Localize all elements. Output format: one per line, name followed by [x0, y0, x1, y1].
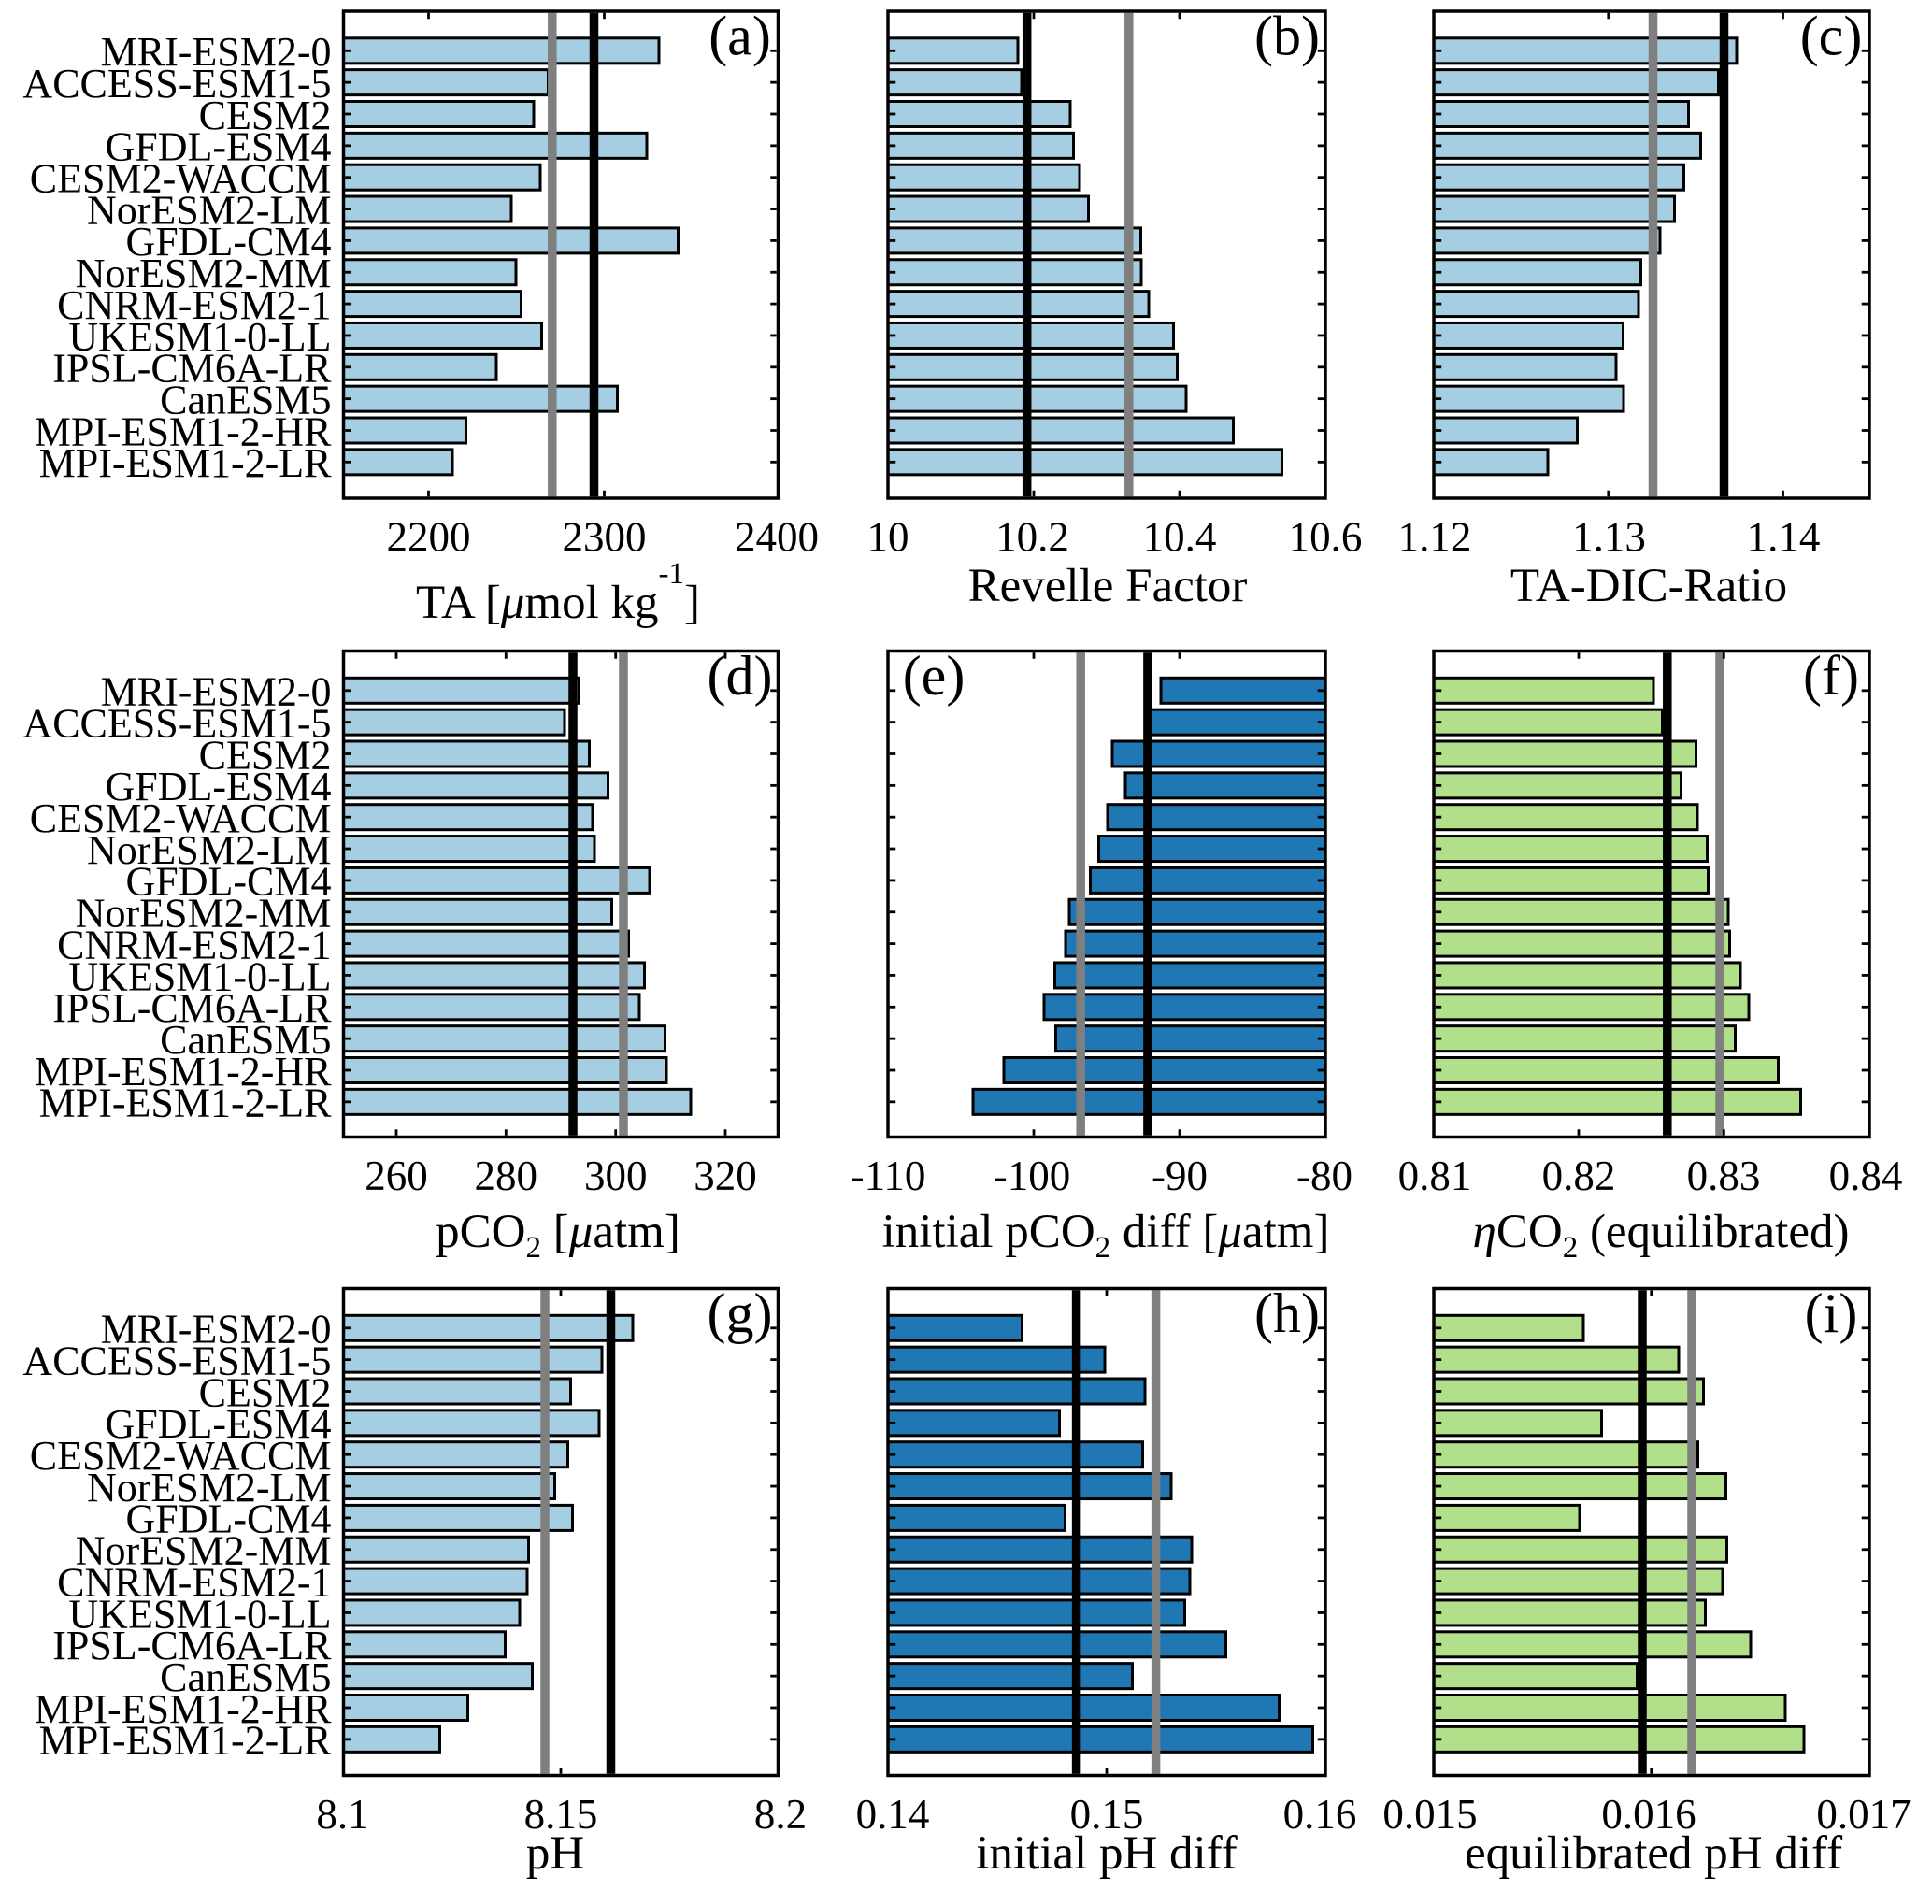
svg-text:(a): (a) — [708, 6, 771, 67]
svg-text:280: 280 — [475, 1152, 538, 1199]
svg-text:10.2: 10.2 — [995, 514, 1069, 561]
svg-text:IPSL-CM6A-LR: IPSL-CM6A-LR — [52, 346, 332, 392]
svg-text:MPI-ESM1-2-HR: MPI-ESM1-2-HR — [35, 1686, 332, 1732]
svg-text:-110: -110 — [851, 1152, 926, 1199]
svg-text:IPSL-CM6A-LR: IPSL-CM6A-LR — [52, 985, 332, 1031]
svg-text:(f): (f) — [1803, 645, 1859, 707]
svg-text:0.15: 0.15 — [1070, 1791, 1144, 1838]
svg-text:ACCESS-ESM1-5: ACCESS-ESM1-5 — [22, 61, 331, 107]
svg-text:2200: 2200 — [387, 514, 471, 561]
svg-text:GFDL-ESM4: GFDL-ESM4 — [105, 764, 331, 809]
svg-text:0.016: 0.016 — [1601, 1791, 1696, 1838]
svg-text:GFDL-ESM4: GFDL-ESM4 — [105, 124, 331, 170]
svg-text:IPSL-CM6A-LR: IPSL-CM6A-LR — [52, 1623, 332, 1668]
svg-text:ACCESS-ESM1-5: ACCESS-ESM1-5 — [22, 1338, 331, 1383]
svg-text:UKESM1-0-LL: UKESM1-0-LL — [68, 1591, 331, 1637]
svg-text:8.15: 8.15 — [524, 1791, 598, 1838]
svg-text:0.83: 0.83 — [1687, 1152, 1761, 1199]
svg-text:MPI-ESM1-2-HR: MPI-ESM1-2-HR — [35, 1049, 332, 1095]
svg-text:(e): (e) — [903, 645, 966, 707]
svg-text:8.2: 8.2 — [754, 1791, 807, 1838]
svg-text:-80: -80 — [1296, 1152, 1352, 1199]
svg-text:NorESM2-LM: NorESM2-LM — [87, 187, 332, 233]
svg-text:2400: 2400 — [735, 514, 819, 561]
svg-text:MRI-ESM2-0: MRI-ESM2-0 — [101, 29, 332, 75]
svg-text:10.4: 10.4 — [1143, 514, 1217, 561]
svg-text:0.82: 0.82 — [1542, 1152, 1616, 1199]
svg-text:0.84: 0.84 — [1829, 1152, 1903, 1199]
svg-text:CanESM5: CanESM5 — [160, 1017, 331, 1063]
svg-text:ηCO2 (equilibrated): ηCO2 (equilibrated) — [1473, 1206, 1850, 1265]
svg-text:-90: -90 — [1152, 1152, 1208, 1199]
svg-text:(d): (d) — [708, 645, 773, 707]
svg-text:10.6: 10.6 — [1289, 514, 1363, 561]
svg-text:pH: pH — [526, 1827, 584, 1880]
svg-text:GFDL-ESM4: GFDL-ESM4 — [105, 1401, 331, 1447]
svg-text:(i): (i) — [1805, 1282, 1858, 1344]
svg-text:(b): (b) — [1254, 6, 1320, 67]
svg-text:UKESM1-0-LL: UKESM1-0-LL — [68, 953, 331, 999]
svg-text:GFDL-CM4: GFDL-CM4 — [125, 859, 331, 905]
svg-text:(g): (g) — [708, 1282, 773, 1344]
svg-text:MRI-ESM2-0: MRI-ESM2-0 — [101, 1307, 332, 1353]
svg-text:TA-DIC-Ratio: TA-DIC-Ratio — [1510, 560, 1787, 612]
svg-text:CESM2-WACCM: CESM2-WACCM — [30, 795, 332, 841]
svg-text:(c): (c) — [1800, 6, 1863, 67]
svg-text:-100: -100 — [994, 1152, 1071, 1199]
svg-text:10: 10 — [867, 514, 909, 561]
svg-text:CESM2: CESM2 — [199, 93, 332, 138]
svg-text:0.017: 0.017 — [1816, 1791, 1911, 1838]
svg-text:NorESM2-LM: NorESM2-LM — [87, 1465, 332, 1510]
svg-text:CESM2: CESM2 — [199, 1369, 332, 1415]
svg-text:CNRM-ESM2-1: CNRM-ESM2-1 — [57, 922, 331, 967]
svg-text:MRI-ESM2-0: MRI-ESM2-0 — [101, 669, 332, 715]
svg-text:UKESM1-0-LL: UKESM1-0-LL — [68, 314, 331, 360]
svg-text:MPI-ESM1-2-LR: MPI-ESM1-2-LR — [39, 440, 333, 486]
svg-text:CESM2-WACCM: CESM2-WACCM — [30, 1433, 332, 1479]
svg-text:pCO2 [μatm]: pCO2 [μatm] — [436, 1206, 680, 1265]
svg-text:1.13: 1.13 — [1572, 514, 1646, 561]
svg-text:GFDL-CM4: GFDL-CM4 — [125, 219, 331, 265]
svg-text:0.015: 0.015 — [1382, 1791, 1477, 1838]
svg-text:CanESM5: CanESM5 — [160, 1654, 331, 1700]
svg-text:2300: 2300 — [563, 514, 647, 561]
svg-text:ACCESS-ESM1-5: ACCESS-ESM1-5 — [22, 700, 331, 746]
svg-text:CNRM-ESM2-1: CNRM-ESM2-1 — [57, 1559, 331, 1605]
svg-text:GFDL-CM4: GFDL-CM4 — [125, 1496, 331, 1542]
svg-text:MPI-ESM1-2-LR: MPI-ESM1-2-LR — [39, 1718, 333, 1764]
svg-text:NorESM2-LM: NorESM2-LM — [87, 827, 332, 873]
svg-text:CNRM-ESM2-1: CNRM-ESM2-1 — [57, 282, 331, 328]
svg-text:CESM2-WACCM: CESM2-WACCM — [30, 156, 332, 202]
svg-text:0.81: 0.81 — [1398, 1152, 1472, 1199]
svg-text:MPI-ESM1-2-HR: MPI-ESM1-2-HR — [35, 408, 332, 454]
svg-text:0.16: 0.16 — [1283, 1791, 1357, 1838]
svg-text:initial pH diff: initial pH diff — [976, 1827, 1238, 1880]
svg-text:Revelle Factor: Revelle Factor — [968, 560, 1248, 612]
svg-text:(h): (h) — [1254, 1282, 1320, 1344]
svg-text:320: 320 — [694, 1152, 757, 1199]
svg-text:CESM2: CESM2 — [199, 732, 332, 778]
svg-text:1.12: 1.12 — [1398, 514, 1472, 561]
svg-text:NorESM2-MM: NorESM2-MM — [76, 251, 332, 296]
svg-text:260: 260 — [365, 1152, 428, 1199]
svg-text:8.1: 8.1 — [316, 1791, 368, 1838]
svg-text:0.14: 0.14 — [856, 1791, 930, 1838]
svg-text:NorESM2-MM: NorESM2-MM — [76, 1528, 332, 1574]
svg-text:1.14: 1.14 — [1747, 514, 1821, 561]
svg-text:NorESM2-MM: NorESM2-MM — [76, 891, 332, 937]
svg-text:equilibrated pH diff: equilibrated pH diff — [1465, 1827, 1842, 1880]
svg-text:300: 300 — [584, 1152, 648, 1199]
svg-text:MPI-ESM1-2-LR: MPI-ESM1-2-LR — [39, 1081, 333, 1126]
svg-text:CanESM5: CanESM5 — [160, 377, 331, 422]
